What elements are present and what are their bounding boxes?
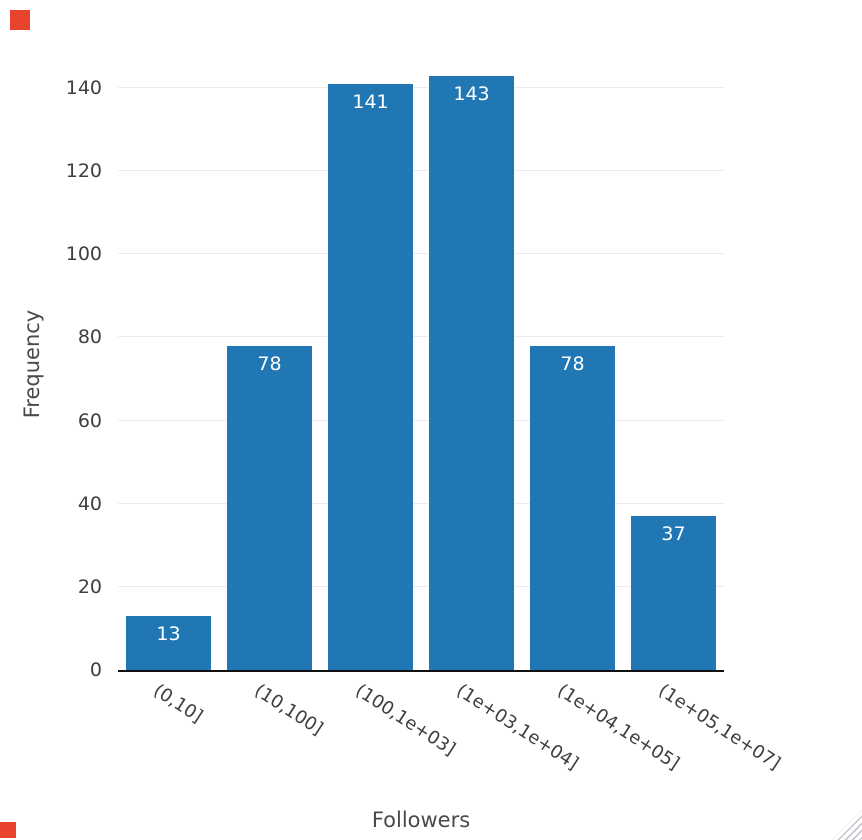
gridline: [118, 419, 724, 421]
gridline: [118, 170, 724, 172]
bar-(1e+03,1e+04]: 143: [429, 75, 514, 670]
bar-value-label: 141: [352, 90, 389, 113]
bar-(100,1e+03]: 141: [328, 83, 413, 670]
corner-marker-bottom-left: [0, 822, 16, 838]
bar-(1e+05,1e+07]: 37: [631, 516, 716, 670]
bar-(1e+04,1e+05]: 78: [530, 345, 615, 670]
y-tick-label: 120: [65, 160, 102, 183]
x-axis-title: Followers: [371, 808, 471, 832]
gridline: [118, 585, 724, 587]
bar-value-label: 143: [453, 82, 490, 105]
bar-(10,100]: 78: [227, 345, 312, 670]
x-tick-label: (0,10]: [149, 680, 206, 728]
y-axis-title: Frequency: [20, 309, 44, 419]
gridline: [118, 502, 724, 504]
bar-(0,10]: 13: [126, 615, 211, 670]
gridline: [118, 87, 724, 88]
y-tick-label: 0: [89, 659, 102, 681]
y-tick-label: 40: [77, 492, 102, 515]
bar-value-label: 13: [156, 622, 181, 645]
x-tick-label: (10,100]: [250, 680, 327, 740]
bar-value-label: 78: [257, 352, 282, 375]
y-tick-label: 80: [77, 326, 102, 349]
bar-value-label: 78: [560, 352, 585, 375]
y-tick-label: 100: [65, 243, 102, 266]
x-tick-label: (100,1e+03]: [351, 680, 459, 761]
gridline: [118, 253, 724, 255]
y-tick-label: 20: [77, 575, 102, 598]
corner-marker-top-left: [10, 10, 30, 30]
plot-area: 0 20 40 60 80 100 120 140 13 (0,10] 78 (10,100] 141 (…: [66, 58, 784, 774]
gridline: [118, 336, 724, 338]
y-tick-label: 140: [65, 77, 102, 99]
resize-grip-icon[interactable]: [832, 810, 862, 840]
y-tick-label: 60: [77, 409, 102, 432]
bar-value-label: 37: [661, 523, 686, 546]
